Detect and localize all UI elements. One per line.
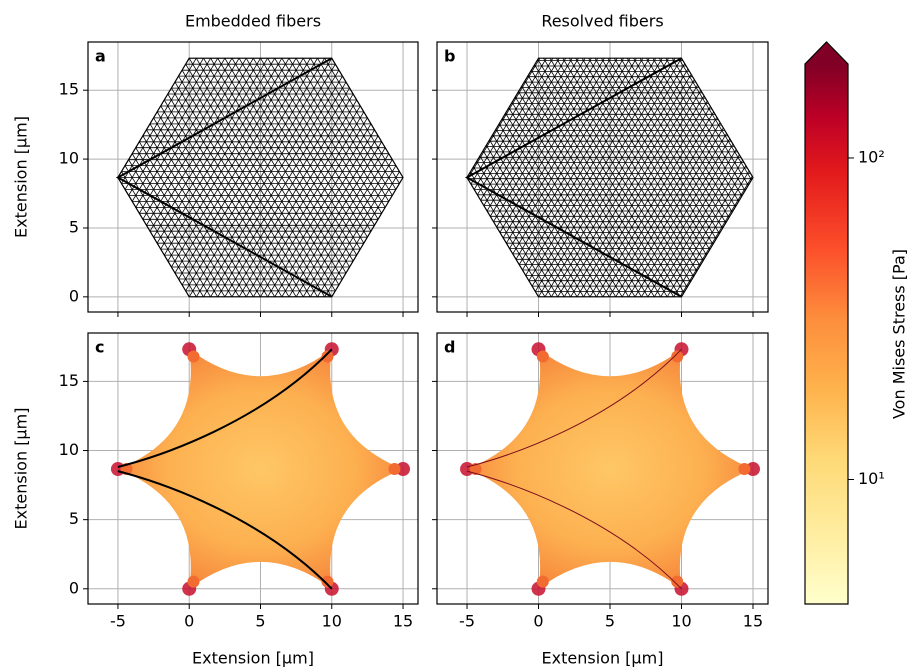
- fiber: [466, 348, 682, 468]
- colorbar-tick-label: 10¹: [858, 469, 885, 488]
- x-tick-label: 15: [743, 612, 763, 631]
- mesh: [467, 58, 753, 297]
- colorbar-extension: [805, 42, 848, 64]
- panel: 0 5 10 15 a Embedded fibers Extension [µm]: [12, 12, 419, 317]
- axes-frame: [87, 332, 419, 605]
- panel-label: c: [95, 338, 104, 357]
- panel-label: a: [95, 47, 106, 66]
- mesh-lines: [117, 58, 404, 297]
- axes-frame: [436, 332, 769, 605]
- y-tick-label: 5: [69, 509, 79, 528]
- x-tick-label: 0: [184, 612, 194, 631]
- colorbar-label: Von Mises Stress [Pa]: [890, 249, 909, 419]
- mesh: [117, 58, 404, 297]
- axes-frame: [436, 41, 769, 313]
- panel-label: d: [444, 338, 455, 357]
- colorbar-frame: [804, 41, 849, 605]
- mesh-lines: [467, 58, 753, 297]
- panel: -5 0 5 10 15 0 5 10 15 c Extension [µm] Extension […: [12, 332, 419, 668]
- stress-hotspot-rim: [187, 575, 200, 588]
- x-tick-label: -5: [110, 612, 126, 631]
- fiber: [117, 348, 333, 468]
- x-tick-label: 5: [255, 612, 265, 631]
- y-tick-label: 15: [59, 371, 79, 390]
- stress-hotspot-rim: [187, 350, 200, 363]
- fiber: [466, 470, 682, 590]
- stress-hotspot: [745, 462, 760, 477]
- stress-hotspot-rim: [321, 575, 334, 588]
- stress-hotspot-rim: [536, 575, 549, 588]
- x-tick-label: 10: [322, 612, 342, 631]
- deformed-body: [117, 349, 404, 589]
- stress-hotspot-rim: [738, 463, 751, 476]
- fiber: [117, 470, 333, 590]
- fiber: [464, 57, 682, 298]
- panel: -5 0 5 10 15 d Extension [µm]: [432, 332, 769, 668]
- x-tick-label: 0: [533, 612, 543, 631]
- y-tick-label: 0: [69, 286, 79, 305]
- panel-title: Embedded fibers: [185, 12, 321, 31]
- colorbar-tick-label: 10²: [858, 147, 885, 166]
- y-tick-label: 10: [59, 440, 79, 459]
- deformed-body: [467, 349, 753, 589]
- y-tick-label: 10: [59, 149, 79, 168]
- y-tick-label: 5: [69, 217, 79, 236]
- x-tick-label: 5: [605, 612, 615, 631]
- stress-hotspot-rim: [671, 350, 684, 363]
- colorbar-fill: [805, 64, 848, 604]
- panel-label: b: [444, 47, 455, 66]
- x-axis-label: Extension [µm]: [192, 649, 314, 668]
- fiber: [115, 57, 333, 298]
- stress-hotspot-rim: [321, 350, 334, 363]
- x-tick-label: -5: [459, 612, 475, 631]
- panel-title: Resolved fibers: [541, 12, 663, 31]
- stress-hotspot-rim: [671, 575, 684, 588]
- stress-hotspot-rim: [536, 350, 549, 363]
- stress-hotspot-rim: [388, 463, 401, 476]
- stress-hotspot: [396, 462, 411, 477]
- axes-frame: [87, 41, 419, 313]
- y-tick-label: 15: [59, 80, 79, 99]
- x-tick-label: 10: [671, 612, 691, 631]
- x-tick-label: 15: [393, 612, 413, 631]
- panel: b Resolved fibers: [432, 12, 769, 317]
- x-axis-label: Extension [µm]: [542, 649, 664, 668]
- y-axis-label: Extension [µm]: [12, 408, 31, 530]
- y-axis-label: Extension [µm]: [12, 116, 31, 238]
- y-tick-label: 0: [69, 578, 79, 597]
